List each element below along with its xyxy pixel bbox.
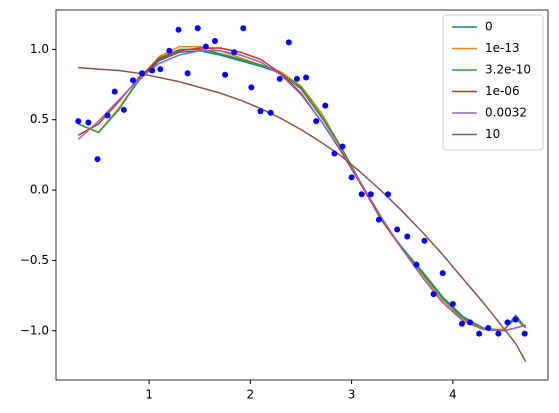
scatter-point <box>367 191 374 198</box>
x-tick-label: 1 <box>145 388 153 402</box>
scatter-point <box>458 320 465 327</box>
scatter-point <box>248 84 255 91</box>
line-series <box>77 45 527 331</box>
scatter-point <box>394 226 401 233</box>
scatter-point <box>339 143 346 150</box>
scatter-point <box>413 261 420 268</box>
scatter-point <box>421 237 428 244</box>
scatter-point <box>276 75 283 82</box>
scatter-point <box>512 316 519 323</box>
x-tick-label: 3 <box>348 388 356 402</box>
scatter-point <box>120 106 127 113</box>
scatter-point <box>231 49 238 56</box>
scatter-point <box>303 74 310 81</box>
scatter-point <box>240 25 247 32</box>
scatter-point <box>85 119 92 126</box>
scatter-point <box>111 88 118 95</box>
x-tick-label: 2 <box>247 388 255 402</box>
scatter-point <box>504 319 511 326</box>
scatter-point <box>175 26 182 33</box>
scatter-point <box>149 67 156 74</box>
scatter-point <box>358 191 365 198</box>
scatter-point <box>222 71 229 78</box>
scatter-point <box>521 330 528 337</box>
scatter-point <box>348 174 355 181</box>
scatter-point <box>94 156 101 163</box>
scatter-point <box>485 324 492 331</box>
scatter-point <box>139 70 146 77</box>
scatter-point <box>439 270 446 277</box>
scatter-point <box>211 37 218 44</box>
y-tick-label: 1.0 <box>30 42 49 56</box>
scatter-point <box>313 118 320 125</box>
scatter-point <box>75 118 82 125</box>
scatter-point <box>157 66 164 73</box>
scatter-point <box>375 216 382 223</box>
y-tick-label: 0.0 <box>30 183 49 197</box>
y-tick-label: −1.0 <box>20 323 49 337</box>
scatter-point <box>257 108 264 115</box>
scatter-point <box>194 25 201 32</box>
scatter-point <box>267 109 274 116</box>
scatter-point <box>404 233 411 240</box>
scatter-point <box>129 77 136 84</box>
y-tick-label: 0.5 <box>30 112 49 126</box>
legend-label: 3.2e-10 <box>485 63 531 77</box>
line-series <box>77 50 527 332</box>
scatter-point <box>467 319 474 326</box>
scatter-point <box>285 39 292 46</box>
scatter-point <box>293 75 300 82</box>
scatter-point <box>495 330 502 337</box>
legend-label: 0 <box>485 20 493 34</box>
scatter-point <box>322 102 329 109</box>
scatter-point <box>104 112 111 119</box>
legend-label: 0.0032 <box>485 106 527 120</box>
scatter-point <box>184 70 191 77</box>
scatter-point <box>202 43 209 50</box>
scatter-point <box>166 47 173 54</box>
legend-label: 10 <box>485 127 500 141</box>
axes-frame <box>55 9 549 381</box>
legend-label: 1e-13 <box>485 41 520 55</box>
y-tick-label: −0.5 <box>20 253 49 267</box>
scatter-point <box>385 191 392 198</box>
legend-label: 1e-06 <box>485 84 520 98</box>
scatter-point <box>430 291 437 298</box>
line-series <box>78 66 527 363</box>
scatter-point <box>476 330 483 337</box>
line-series <box>77 50 526 332</box>
scatter-point <box>449 301 456 308</box>
x-tick-label: 4 <box>449 388 457 402</box>
scatter-point <box>331 150 338 157</box>
